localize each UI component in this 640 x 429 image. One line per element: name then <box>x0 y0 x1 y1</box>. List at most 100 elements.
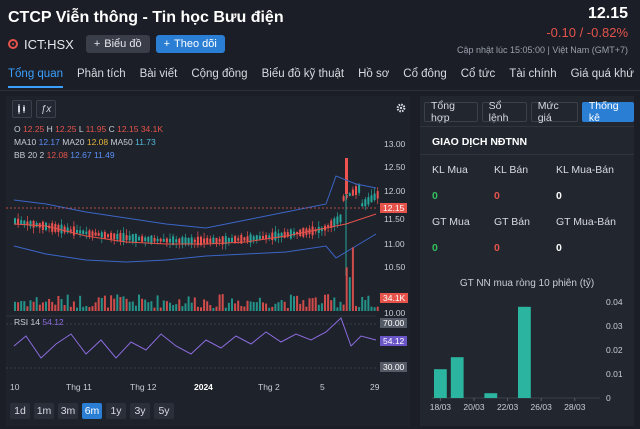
range-1d[interactable]: 1d <box>10 403 30 419</box>
plus-icon: + <box>163 38 171 50</box>
range-6m[interactable]: 6m <box>82 403 102 419</box>
candle-body <box>206 237 209 244</box>
volume-bar <box>258 297 261 311</box>
tab-overview[interactable]: Tổng quan <box>8 68 63 88</box>
candle-body <box>82 230 85 235</box>
volume-bar <box>268 307 271 311</box>
y-tick-label: 0.01 <box>606 369 623 379</box>
volume-bar <box>286 307 289 311</box>
range-1y[interactable]: 1y <box>106 403 126 419</box>
candle-body <box>262 235 264 239</box>
candle-body <box>336 216 339 225</box>
tab-statistics[interactable]: Thống kê <box>581 100 635 124</box>
candle-body <box>203 238 206 244</box>
volume-bar <box>327 294 330 311</box>
gear-icon[interactable] <box>392 100 410 116</box>
chart-button-label: Biểu đồ <box>104 38 142 50</box>
tab-dividends[interactable]: Cổ tức <box>460 68 496 80</box>
volume-bar <box>76 307 78 311</box>
kl-buy-value: 0 <box>432 190 438 202</box>
candle-body <box>370 195 373 203</box>
ohlc-legend: O 12.25 H 12.25 L 11.95 C 12.15 34.1K <box>14 124 164 134</box>
volume-bar <box>212 307 215 311</box>
tab-price-levels[interactable]: Mức giá <box>530 100 578 124</box>
range-5y[interactable]: 5y <box>154 403 174 419</box>
plus-icon: + <box>93 38 101 50</box>
volume-bar <box>196 306 199 311</box>
volume-bar <box>69 306 72 311</box>
candle-body <box>32 220 35 228</box>
volume-bar <box>153 307 156 311</box>
indicator-fx-icon[interactable]: ƒx <box>36 100 56 118</box>
candle-body <box>107 234 109 237</box>
volume-bar <box>231 298 233 311</box>
price-axis-label: 13.00 <box>384 139 406 149</box>
volume-bar <box>314 297 317 311</box>
range-selector: 1d 1m 3m 6m 1y 3y 5y <box>10 403 174 419</box>
candle-body <box>212 237 215 244</box>
candle-body <box>320 227 323 232</box>
range-1m[interactable]: 1m <box>34 403 54 419</box>
gt-net-label: GT Mua-Bán <box>556 216 616 228</box>
chart-button[interactable]: + Biểu đồ <box>85 35 150 53</box>
volume-bar <box>35 297 38 311</box>
candle-body <box>144 237 147 242</box>
candle-body <box>103 232 106 239</box>
tab-summary[interactable]: Tổng hợp <box>424 100 478 124</box>
candle-body <box>138 237 140 241</box>
volume-bar <box>85 305 88 311</box>
candle-body <box>283 231 286 238</box>
volume-bar <box>48 298 51 311</box>
candle-body <box>252 236 255 241</box>
rsi-legend: RSI 14 54.12 <box>14 317 64 327</box>
kl-net-value: 0 <box>556 190 562 202</box>
volume-bar <box>32 301 35 311</box>
candle-body <box>327 225 330 228</box>
net-buy-bar-chart: 0.04 0.03 0.02 0.01 0 18/03 20/03 22/03 26/03 28… <box>430 297 623 412</box>
candle-body <box>240 234 243 244</box>
volume-bar <box>277 302 280 311</box>
volume-tag: 34.1K <box>380 293 409 303</box>
net-buy-chart-title: GT NN mua ròng 10 phiên (tỷ) <box>459 278 595 289</box>
volume-bar <box>351 247 354 311</box>
volume-bar <box>342 304 345 311</box>
volume-bar <box>57 295 60 311</box>
candle-body <box>29 221 32 227</box>
net-buy-bar <box>450 357 464 398</box>
x-tick-label: 26/03 <box>531 402 553 412</box>
volume-bar <box>262 302 264 311</box>
price-chart-panel[interactable]: ƒx O 12.25 H 12.25 L 11.95 C 12.15 34.1K… <box>6 96 410 426</box>
net-buy-bar <box>484 393 498 398</box>
price-change: -0.10 / -0.82% <box>546 25 628 40</box>
tab-analysis[interactable]: Phân tích <box>77 68 126 80</box>
candle-body <box>181 237 184 245</box>
volume-bar <box>20 301 23 311</box>
tab-articles[interactable]: Bài viết <box>139 68 178 80</box>
candle-body <box>246 236 249 242</box>
candle-body <box>131 234 134 243</box>
candle-body <box>153 237 156 242</box>
tab-profile[interactable]: Hồ sơ <box>358 68 390 80</box>
candlestick-icon[interactable] <box>12 100 32 118</box>
range-3y[interactable]: 3y <box>130 403 150 419</box>
kl-sell-value: 0 <box>494 190 500 202</box>
range-3m[interactable]: 3m <box>58 403 78 419</box>
tab-technical-chart[interactable]: Biểu đồ kỹ thuật <box>261 68 345 80</box>
candle-body <box>63 226 66 233</box>
candle-body <box>125 235 128 241</box>
candle-body <box>215 237 218 244</box>
candle-body <box>348 193 351 196</box>
follow-button[interactable]: + Theo dõi <box>155 35 225 53</box>
tab-order-book[interactable]: Sổ lệnh <box>481 100 527 124</box>
tab-shareholders[interactable]: Cổ đông <box>403 68 447 80</box>
candle-body <box>274 231 277 241</box>
candle-body <box>249 234 252 243</box>
target-icon <box>8 39 18 49</box>
tab-financials[interactable]: Tài chính <box>509 68 557 80</box>
volume-bar <box>150 301 153 311</box>
volume-bar <box>339 301 342 311</box>
volume-bar <box>283 301 286 311</box>
tab-community[interactable]: Cộng đồng <box>191 68 248 80</box>
gt-sell-label: GT Bán <box>494 216 530 228</box>
tab-price-history[interactable]: Giá quá khứ <box>570 68 634 80</box>
